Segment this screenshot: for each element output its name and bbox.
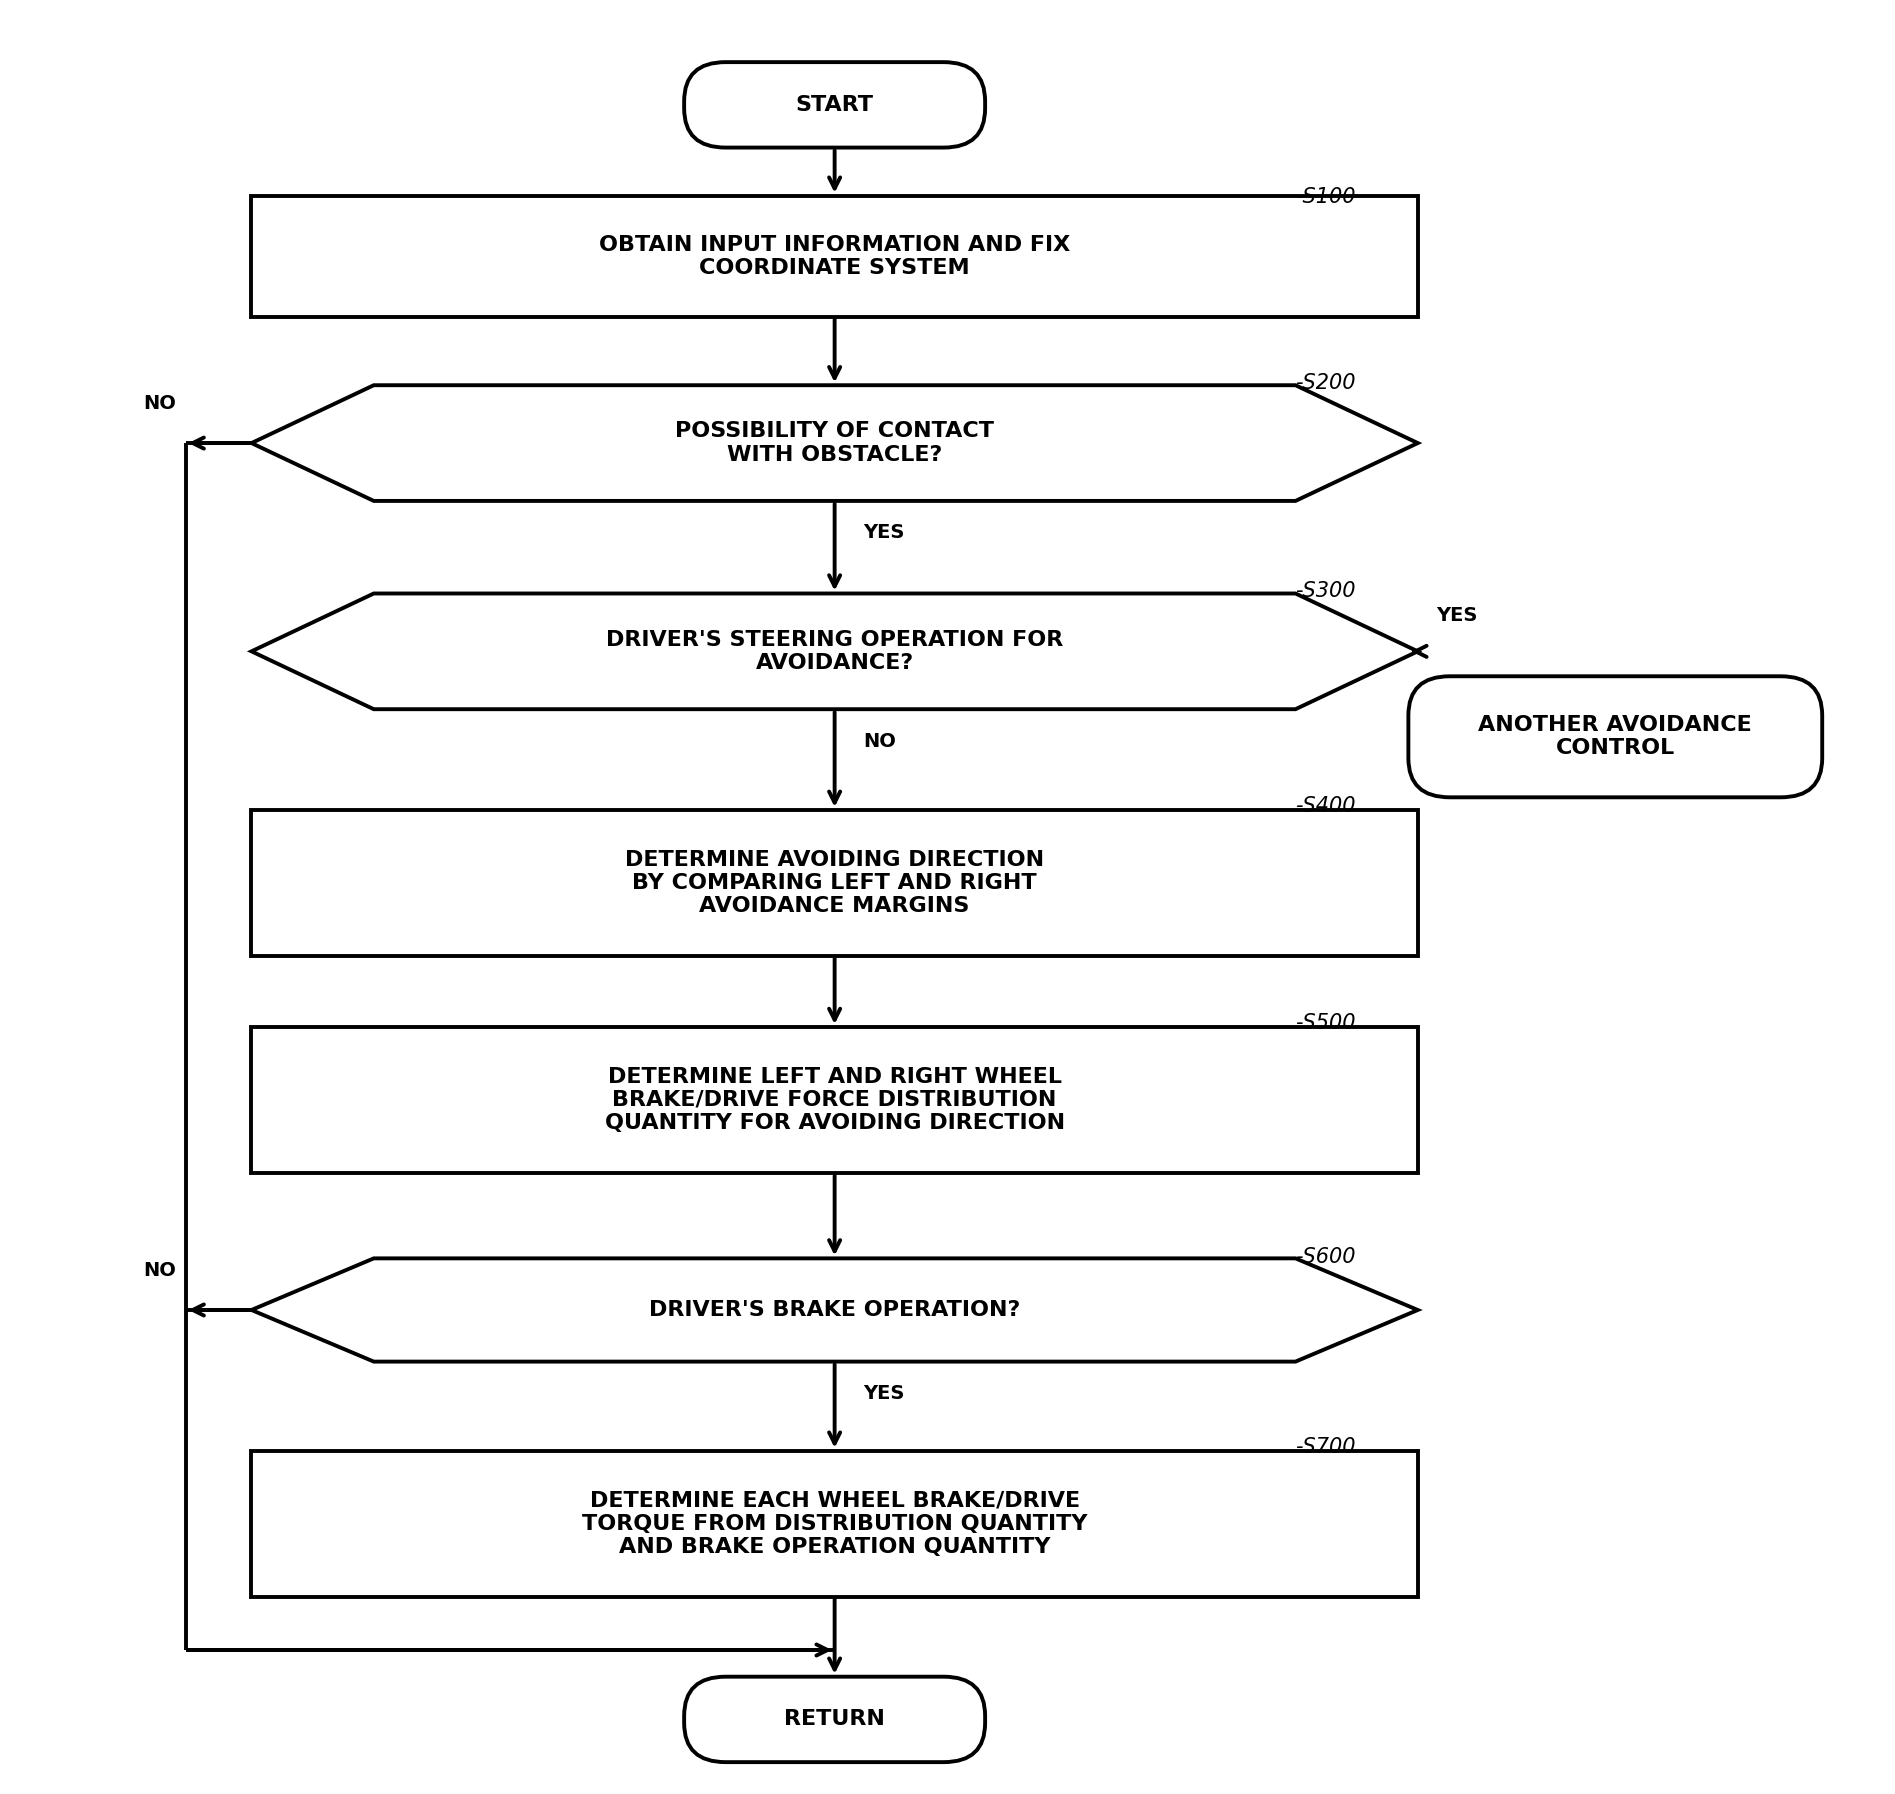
Text: YES: YES xyxy=(862,524,904,542)
Text: DRIVER'S STEERING OPERATION FOR
AVOIDANCE?: DRIVER'S STEERING OPERATION FOR AVOIDANC… xyxy=(606,630,1063,673)
Text: ANOTHER AVOIDANCE
CONTROL: ANOTHER AVOIDANCE CONTROL xyxy=(1478,716,1753,759)
Text: START: START xyxy=(796,95,874,115)
Text: -S600: -S600 xyxy=(1296,1247,1357,1267)
Polygon shape xyxy=(252,594,1417,709)
Bar xyxy=(252,1026,1417,1173)
Text: -S300: -S300 xyxy=(1296,581,1357,601)
Bar xyxy=(252,809,1417,956)
Text: NO: NO xyxy=(144,395,176,413)
Text: -S400: -S400 xyxy=(1296,797,1357,816)
Text: -S500: -S500 xyxy=(1296,1014,1357,1033)
FancyBboxPatch shape xyxy=(684,1677,985,1762)
Bar xyxy=(252,1451,1417,1597)
Text: DETERMINE LEFT AND RIGHT WHEEL
BRAKE/DRIVE FORCE DISTRIBUTION
QUANTITY FOR AVOID: DETERMINE LEFT AND RIGHT WHEEL BRAKE/DRI… xyxy=(605,1067,1065,1134)
Text: DRIVER'S BRAKE OPERATION?: DRIVER'S BRAKE OPERATION? xyxy=(648,1301,1020,1320)
Text: NO: NO xyxy=(862,732,896,750)
Polygon shape xyxy=(252,386,1417,501)
Text: -S100: -S100 xyxy=(1296,187,1357,208)
Text: POSSIBILITY OF CONTACT
WITH OBSTACLE?: POSSIBILITY OF CONTACT WITH OBSTACLE? xyxy=(675,422,995,465)
Text: -S700: -S700 xyxy=(1296,1437,1357,1457)
Polygon shape xyxy=(252,1258,1417,1362)
Text: YES: YES xyxy=(1436,606,1478,626)
Text: DETERMINE EACH WHEEL BRAKE/DRIVE
TORQUE FROM DISTRIBUTION QUANTITY
AND BRAKE OPE: DETERMINE EACH WHEEL BRAKE/DRIVE TORQUE … xyxy=(582,1491,1088,1557)
FancyBboxPatch shape xyxy=(684,63,985,147)
Text: -S200: -S200 xyxy=(1296,373,1357,393)
Text: NO: NO xyxy=(144,1261,176,1281)
FancyBboxPatch shape xyxy=(1408,676,1823,797)
Text: YES: YES xyxy=(862,1385,904,1403)
Text: DETERMINE AVOIDING DIRECTION
BY COMPARING LEFT AND RIGHT
AVOIDANCE MARGINS: DETERMINE AVOIDING DIRECTION BY COMPARIN… xyxy=(625,850,1044,917)
Text: RETURN: RETURN xyxy=(785,1710,885,1729)
Text: OBTAIN INPUT INFORMATION AND FIX
COORDINATE SYSTEM: OBTAIN INPUT INFORMATION AND FIX COORDIN… xyxy=(599,235,1071,278)
Bar xyxy=(252,196,1417,318)
